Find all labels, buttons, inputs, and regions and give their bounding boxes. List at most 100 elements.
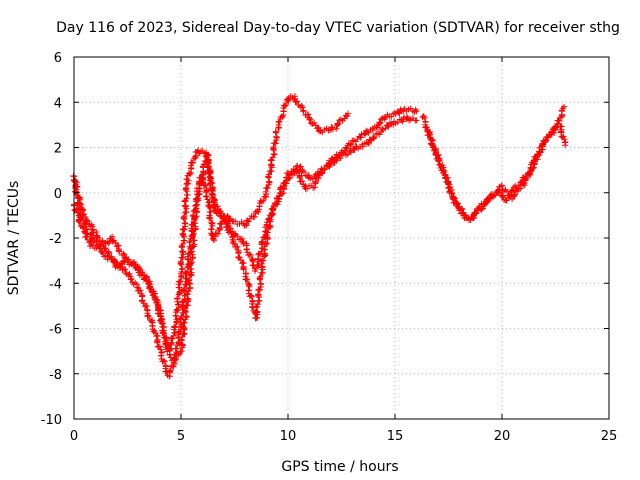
data-point	[270, 206, 277, 213]
data-point	[139, 271, 146, 278]
data-point	[200, 179, 206, 186]
data-point	[344, 113, 351, 120]
data-point	[200, 161, 207, 168]
data-point	[207, 215, 214, 222]
data-point	[173, 345, 180, 352]
y-tick-label: -4	[49, 277, 62, 292]
data-point	[181, 213, 188, 220]
data-point	[203, 193, 210, 200]
data-point	[263, 241, 270, 248]
data-point	[548, 131, 555, 138]
data-point	[370, 135, 377, 142]
data-point	[462, 212, 469, 218]
data-point	[246, 251, 253, 258]
y-tick-label: -2	[49, 232, 62, 247]
data-point	[174, 296, 181, 302]
data-point	[186, 239, 193, 246]
data-point	[148, 318, 155, 325]
y-tick-label: 2	[54, 142, 62, 157]
data-point	[154, 339, 161, 346]
data-point	[74, 209, 81, 216]
series-track-c	[71, 105, 420, 380]
x-axis-label: GPS time / hours	[281, 459, 398, 475]
data-point	[257, 273, 264, 280]
data-point	[177, 258, 184, 265]
data-point	[499, 192, 506, 199]
data-point	[183, 195, 190, 202]
data-point	[329, 155, 336, 162]
data-point	[542, 138, 549, 145]
data-point	[435, 157, 442, 164]
data-point	[299, 104, 306, 111]
data-point	[139, 297, 146, 304]
data-point	[181, 292, 188, 299]
data-point	[211, 233, 218, 240]
data-point	[274, 201, 281, 208]
data-point	[374, 124, 381, 131]
data-point	[348, 141, 355, 147]
data-point	[120, 250, 127, 257]
data-point	[270, 205, 277, 211]
data-point	[174, 301, 181, 308]
data-point	[251, 213, 258, 220]
data-point	[260, 197, 267, 204]
data-point	[144, 312, 151, 319]
data-point	[279, 190, 285, 197]
data-point	[150, 291, 157, 298]
data-point	[166, 351, 173, 358]
data-point	[223, 223, 230, 230]
data-point	[307, 116, 314, 123]
data-point	[112, 239, 119, 246]
data-point	[253, 303, 260, 310]
data-point	[207, 181, 213, 188]
data-point	[300, 107, 307, 114]
data-point	[205, 169, 212, 176]
data-point	[315, 175, 322, 182]
data-point	[499, 182, 505, 189]
data-point	[179, 249, 186, 256]
data-point	[264, 185, 271, 192]
y-tick-label: 0	[54, 187, 62, 202]
data-point	[240, 266, 247, 273]
data-point	[154, 296, 160, 303]
data-point	[264, 229, 271, 236]
data-point	[530, 157, 537, 164]
data-point	[206, 170, 213, 177]
x-tick-label: 25	[601, 429, 618, 444]
data-point	[376, 131, 383, 138]
data-points	[70, 93, 569, 380]
data-point	[560, 133, 567, 140]
data-point	[316, 127, 323, 134]
data-point	[273, 129, 280, 136]
data-point	[228, 230, 235, 237]
data-point	[178, 313, 185, 320]
data-point	[359, 143, 366, 150]
data-point	[234, 243, 241, 250]
data-point	[335, 120, 342, 127]
y-tick-label: -8	[49, 368, 62, 383]
data-point	[88, 230, 95, 237]
data-point	[294, 98, 301, 105]
data-point	[239, 235, 245, 242]
data-point	[479, 205, 486, 212]
data-point	[450, 194, 457, 201]
data-point	[559, 105, 566, 112]
data-point	[189, 221, 196, 228]
data-point	[169, 335, 176, 342]
data-point	[134, 263, 141, 270]
data-point	[552, 126, 558, 133]
data-point	[294, 167, 301, 174]
data-point	[452, 195, 459, 202]
data-point	[179, 243, 186, 250]
data-point	[244, 276, 250, 283]
y-tick-label: 6	[54, 51, 62, 66]
data-point	[76, 219, 83, 226]
data-point	[163, 334, 170, 341]
data-point	[283, 102, 289, 108]
data-point	[561, 136, 568, 143]
data-point	[413, 117, 420, 124]
data-point	[556, 117, 563, 124]
data-point	[562, 142, 569, 149]
data-point	[433, 148, 439, 155]
data-point	[269, 154, 276, 161]
